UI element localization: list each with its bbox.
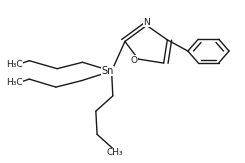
- Text: N: N: [143, 18, 150, 27]
- Text: H₃C: H₃C: [6, 60, 23, 69]
- Text: H₃C: H₃C: [6, 78, 23, 87]
- Text: Sn: Sn: [101, 66, 114, 76]
- Text: O: O: [131, 56, 138, 65]
- Text: CH₃: CH₃: [107, 148, 123, 157]
